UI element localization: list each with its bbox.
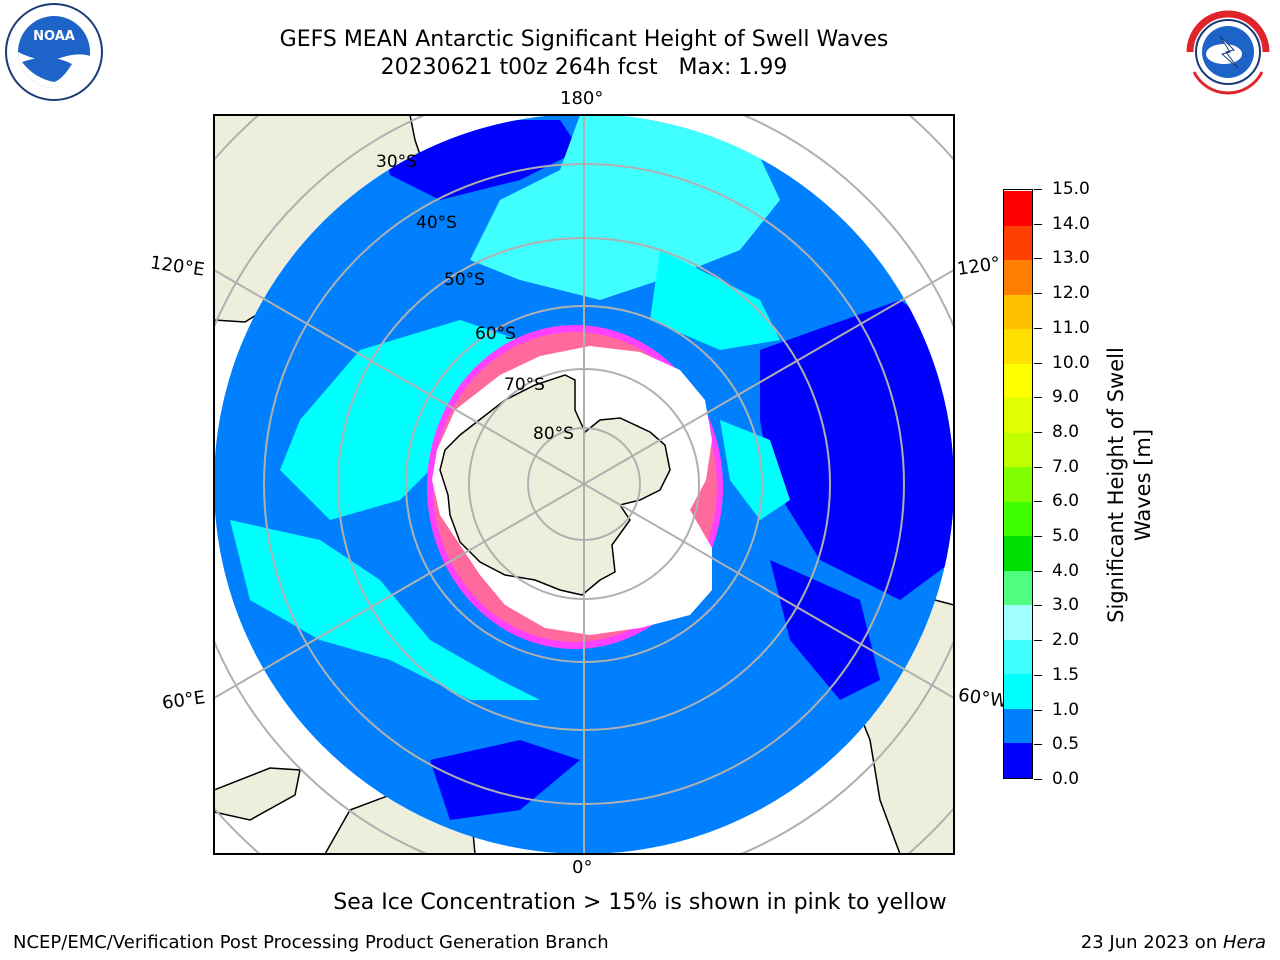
colorbar-segment bbox=[1004, 708, 1032, 744]
colorbar-tick-label: 15.0 bbox=[1052, 179, 1090, 199]
colorbar-tick bbox=[1034, 362, 1042, 364]
colorbar-tick bbox=[1034, 501, 1042, 503]
colorbar-tick bbox=[1034, 605, 1042, 607]
lon-label-180: 180° bbox=[560, 88, 604, 109]
lat-label-30s: 30°S bbox=[376, 152, 417, 172]
land-madagascar bbox=[214, 767, 301, 821]
colorbar-segment bbox=[1004, 501, 1032, 537]
colorbar-tick-label: 13.0 bbox=[1052, 248, 1090, 269]
colorbar-segment bbox=[1004, 535, 1032, 571]
colorbar-tick bbox=[1034, 779, 1042, 780]
colorbar-tick bbox=[1034, 258, 1042, 260]
footer-date: 23 Jun 2023 on Hera bbox=[1080, 932, 1266, 953]
colorbar-tick bbox=[1034, 570, 1042, 572]
noaa-logo-icon: NOAA bbox=[2, 2, 106, 110]
nws-logo-icon bbox=[1176, 2, 1280, 110]
colorbar-tick-label: 14.0 bbox=[1052, 213, 1090, 234]
chart-title: GEFS MEAN Antarctic Significant Height o… bbox=[279, 27, 889, 52]
colorbar-tick-label: 10.0 bbox=[1052, 352, 1090, 373]
lat-label-50s: 50°S bbox=[444, 270, 485, 290]
colorbar-tick bbox=[1034, 466, 1042, 468]
colorbar-tick-label: 3.0 bbox=[1052, 595, 1080, 616]
chart-subtitle: 20230621 t00z 264h fcst Max: 1.99 bbox=[380, 55, 788, 80]
colorbar-tick-label: 8.0 bbox=[1052, 421, 1080, 442]
colorbar-segment bbox=[1004, 432, 1032, 468]
lat-label-80s: 80°S bbox=[533, 424, 574, 444]
colorbar-tick-label: 0.5 bbox=[1052, 734, 1080, 755]
colorbar-tick-label: 1.5 bbox=[1052, 664, 1080, 685]
footer-organization: NCEP/EMC/Verification Post Processing Pr… bbox=[13, 932, 609, 953]
colorbar-segment bbox=[1004, 328, 1032, 364]
lon-label-0: 0° bbox=[572, 857, 593, 878]
colorbar-tick bbox=[1034, 293, 1042, 295]
colorbar-tick bbox=[1034, 431, 1042, 433]
colorbar-tick-label: 12.0 bbox=[1052, 283, 1090, 304]
colorbar-tick bbox=[1034, 640, 1042, 642]
colorbar-segment bbox=[1004, 742, 1032, 778]
colorbar-tick bbox=[1034, 189, 1042, 190]
lat-label-40s: 40°S bbox=[416, 213, 457, 233]
colorbar-tick-label: 5.0 bbox=[1052, 526, 1080, 547]
lat-label-60s: 60°S bbox=[475, 324, 516, 344]
colorbar-title: Significant Height of Swell Waves [m] bbox=[1104, 347, 1155, 623]
lat-label-70s: 70°S bbox=[504, 375, 545, 395]
colorbar-tick bbox=[1034, 744, 1042, 746]
colorbar-tick-label: 0.0 bbox=[1052, 769, 1080, 789]
land-antarctica bbox=[439, 374, 671, 596]
colorbar-segment bbox=[1004, 570, 1032, 606]
colorbar-tick bbox=[1034, 397, 1042, 399]
noaa-logo-text: NOAA bbox=[33, 29, 75, 44]
colorbar-tick bbox=[1034, 709, 1042, 711]
colorbar-segment bbox=[1004, 225, 1032, 261]
colorbar-segment bbox=[1004, 604, 1032, 640]
colorbar-segment bbox=[1004, 190, 1032, 226]
colorbar-tick bbox=[1034, 223, 1042, 225]
colorbar-tick-label: 7.0 bbox=[1052, 456, 1080, 477]
colorbar-segment bbox=[1004, 259, 1032, 295]
colorbar-tick bbox=[1034, 327, 1042, 329]
colorbar-tick-label: 6.0 bbox=[1052, 491, 1080, 512]
colorbar-segment bbox=[1004, 397, 1032, 433]
graticule-longitude bbox=[214, 115, 954, 854]
map-frame-border bbox=[213, 114, 955, 855]
colorbar-tick bbox=[1034, 536, 1042, 538]
sea-ice-note: Sea Ice Concentration > 15% is shown in … bbox=[333, 890, 947, 915]
colorbar bbox=[1003, 189, 1033, 779]
colorbar-tick-label: 11.0 bbox=[1052, 317, 1090, 338]
colorbar-tick-label: 4.0 bbox=[1052, 560, 1080, 581]
colorbar-segment bbox=[1004, 294, 1032, 330]
colorbar-segment bbox=[1004, 466, 1032, 502]
colorbar-tick-label: 1.0 bbox=[1052, 699, 1080, 720]
colorbar-tick-label: 9.0 bbox=[1052, 387, 1080, 408]
colorbar-segment bbox=[1004, 673, 1032, 709]
colorbar-tick-label: 2.0 bbox=[1052, 630, 1080, 651]
colorbar-tick bbox=[1034, 674, 1042, 676]
colorbar-segment bbox=[1004, 639, 1032, 675]
colorbar-segment bbox=[1004, 363, 1032, 399]
